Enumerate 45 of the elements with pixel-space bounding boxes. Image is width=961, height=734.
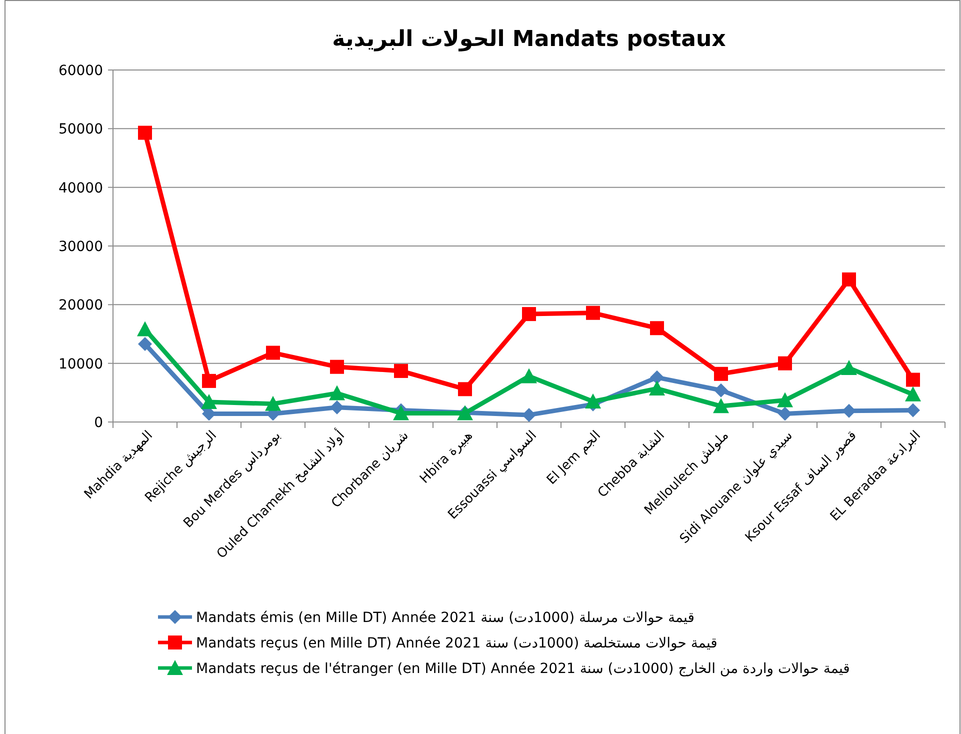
point bbox=[714, 383, 728, 398]
y-tick-label: 60000 bbox=[58, 63, 103, 79]
y-tick-label: 0 bbox=[94, 415, 103, 431]
point bbox=[202, 374, 216, 388]
point bbox=[842, 272, 856, 286]
point bbox=[650, 321, 664, 336]
point bbox=[714, 366, 728, 381]
y-tick-label: 20000 bbox=[58, 298, 103, 314]
y-tick-label: 10000 bbox=[58, 356, 103, 372]
point bbox=[329, 385, 345, 400]
chart-title: الحولات البريدية Mandats postaux bbox=[332, 27, 726, 52]
point bbox=[778, 356, 792, 370]
point bbox=[906, 372, 920, 387]
point bbox=[521, 368, 537, 384]
point bbox=[842, 404, 856, 418]
point bbox=[841, 360, 857, 376]
point bbox=[330, 360, 344, 374]
y-tick-label: 50000 bbox=[58, 122, 103, 138]
point bbox=[713, 398, 729, 414]
y-tick-label: 40000 bbox=[58, 180, 103, 196]
legend-label: Mandats reçus de l'étranger (en Mille DT) Année 2021 قيمة حوالات واردة من الخارج (1000دت) سنة bbox=[196, 661, 850, 677]
point bbox=[649, 380, 665, 396]
point bbox=[137, 321, 153, 336]
legend-label: Mandats reçus (en Mille DT) Année 2021 قيمة حوالات مستخلصة (1000دت) سنة bbox=[196, 636, 718, 652]
point bbox=[906, 403, 920, 418]
point bbox=[777, 392, 793, 408]
point bbox=[265, 396, 281, 411]
point bbox=[458, 382, 472, 396]
point bbox=[585, 393, 601, 408]
legend-label: Mandats émis (en Mille DT) Année 2021 قيمة حوالات مرسلة (1000دت) سنة bbox=[196, 610, 694, 626]
point bbox=[138, 126, 152, 140]
point bbox=[266, 346, 280, 360]
point bbox=[778, 406, 792, 421]
point bbox=[394, 364, 408, 378]
x-tick-label: Hbira هبيرة bbox=[417, 428, 476, 487]
point bbox=[330, 400, 344, 414]
y-tick-label: 30000 bbox=[58, 239, 103, 255]
point bbox=[650, 370, 664, 384]
point bbox=[201, 394, 217, 410]
point bbox=[905, 386, 921, 402]
point bbox=[393, 405, 409, 420]
point bbox=[522, 408, 536, 422]
point bbox=[522, 307, 536, 322]
point bbox=[586, 306, 600, 320]
point bbox=[138, 336, 152, 351]
